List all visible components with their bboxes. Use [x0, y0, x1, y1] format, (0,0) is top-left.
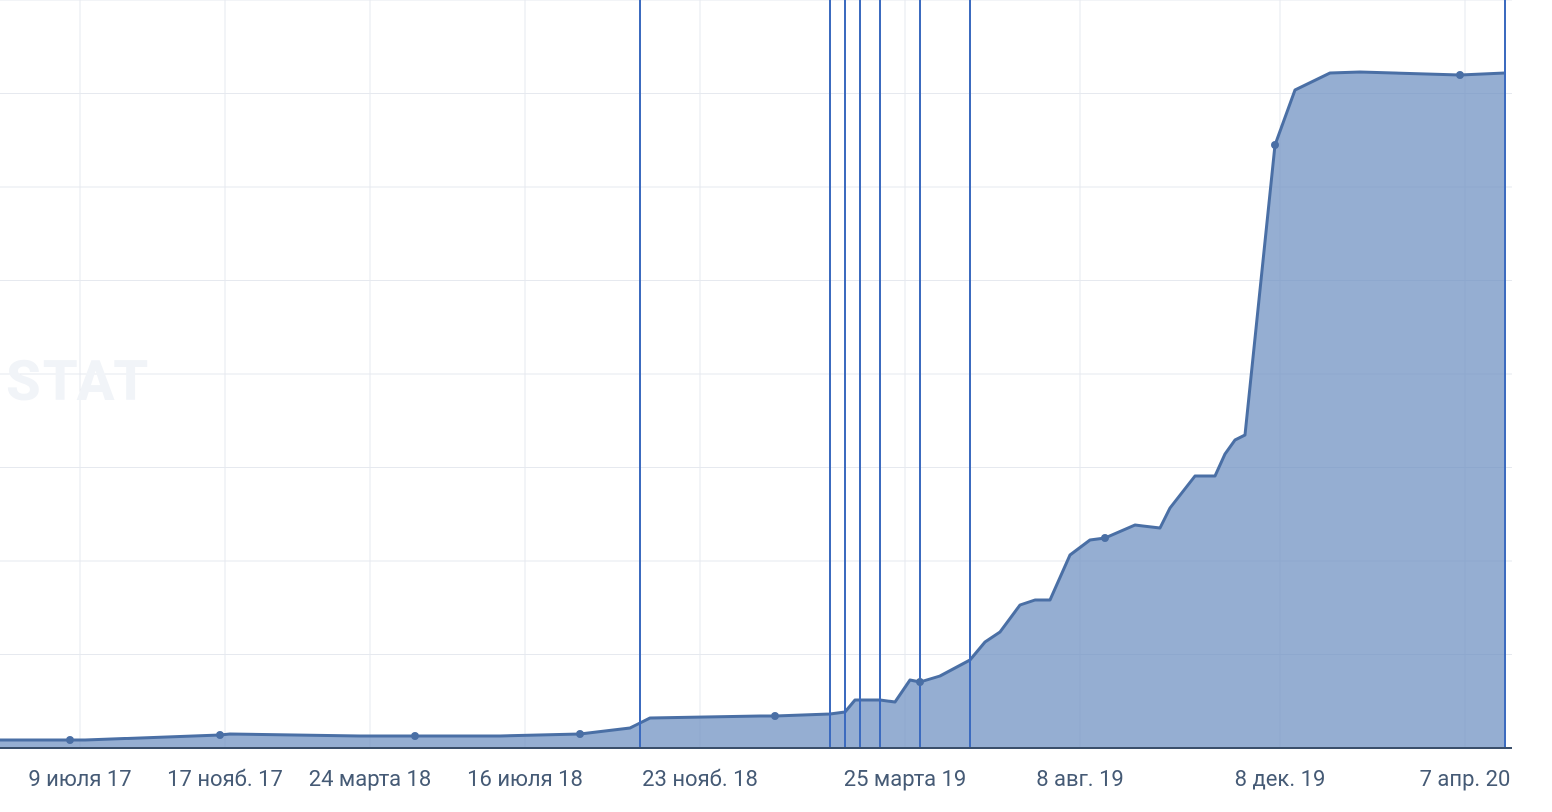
- data-marker: [916, 678, 924, 686]
- x-tick-label: 25 марта 19: [844, 767, 967, 792]
- x-tick-label: 9 июля 17: [28, 767, 131, 792]
- x-tick-label: 17 нояб. 17: [167, 767, 283, 792]
- data-marker: [66, 736, 74, 744]
- x-tick-label: 8 авг. 19: [1036, 767, 1124, 792]
- x-tick-label: 7 апр. 20: [1420, 767, 1511, 792]
- x-tick-label: 24 марта 18: [309, 767, 432, 792]
- data-marker: [411, 732, 419, 740]
- x-tick-label: 23 нояб. 18: [642, 767, 758, 792]
- chart-svg: STAT 9 июля 17 17 нояб. 17 24 марта 18 16 ию…: [0, 0, 1552, 812]
- watermark-text: STAT: [6, 348, 150, 414]
- data-marker: [1101, 534, 1109, 542]
- data-marker: [216, 731, 224, 739]
- data-marker: [1271, 141, 1279, 149]
- area-chart: STAT 9 июля 17 17 нояб. 17 24 марта 18 16 ию…: [0, 0, 1552, 812]
- data-marker: [576, 730, 584, 738]
- data-marker: [771, 712, 779, 720]
- x-tick-label: 8 дек. 19: [1235, 767, 1326, 792]
- data-marker: [1456, 71, 1464, 79]
- x-tick-label: 16 июля 18: [467, 767, 583, 792]
